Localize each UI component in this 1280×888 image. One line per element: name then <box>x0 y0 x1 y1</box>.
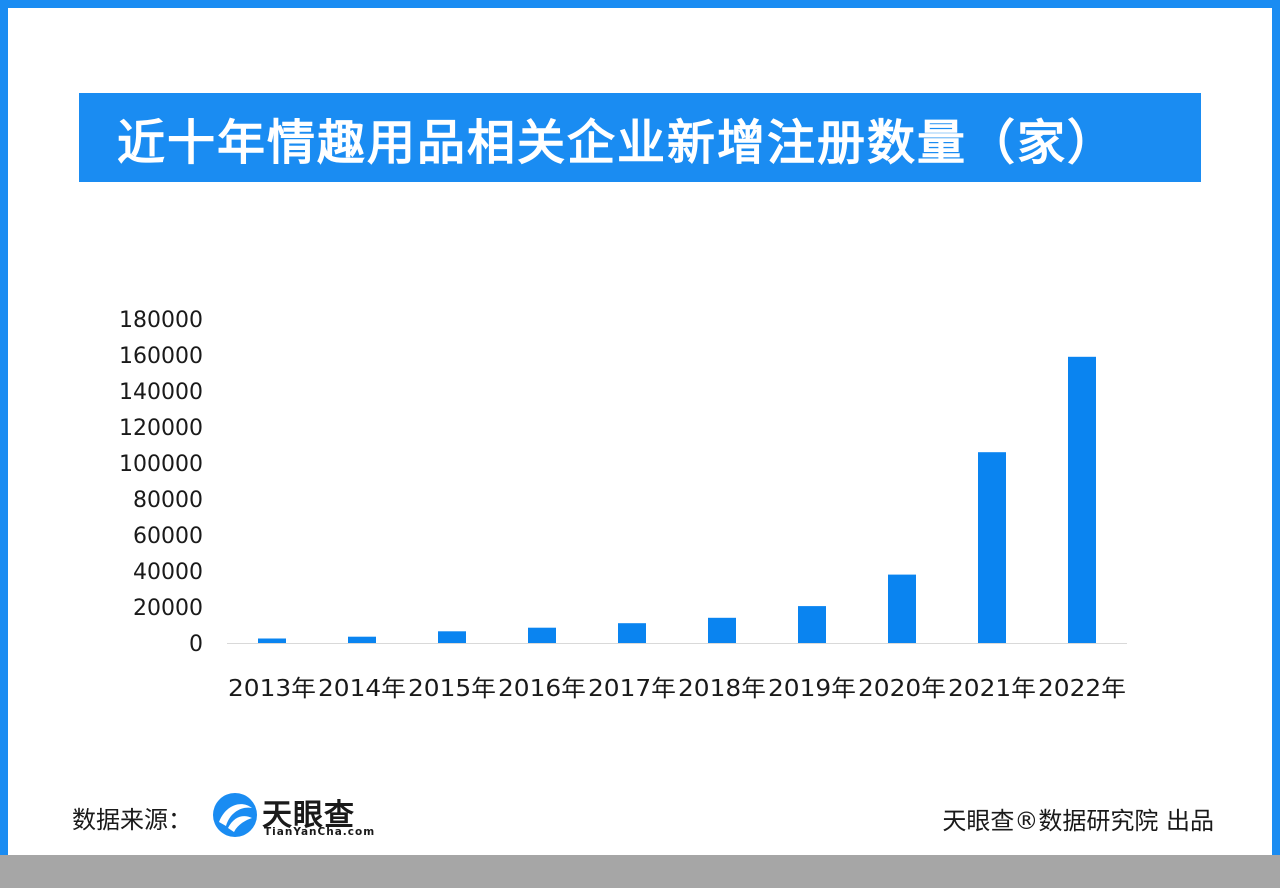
x-tick-label: 2019年 <box>768 676 856 702</box>
y-tick-label: 40000 <box>133 560 203 585</box>
logo-url: TianYanCha.com <box>264 826 376 838</box>
y-tick-label: 80000 <box>133 488 203 513</box>
y-tick-label: 160000 <box>119 344 203 369</box>
bar <box>708 617 736 643</box>
logo-name: 天眼查 <box>262 798 355 833</box>
x-tick-label: 2014年 <box>318 676 406 702</box>
y-tick-label: 60000 <box>133 524 203 549</box>
bar <box>348 636 376 643</box>
bar <box>258 638 286 643</box>
y-tick-label: 120000 <box>119 416 203 441</box>
y-tick-label: 100000 <box>119 452 203 477</box>
chart-title: 近十年情趣用品相关企业新增注册数量（家） <box>117 114 1118 171</box>
bar <box>798 606 826 643</box>
x-tick-label: 2021年 <box>948 676 1036 702</box>
credit-text: 天眼查®数据研究院 出品 <box>942 807 1214 835</box>
bar <box>888 574 916 643</box>
x-tick-label: 2018年 <box>678 676 766 702</box>
x-tick-label: 2020年 <box>858 676 946 702</box>
x-tick-label: 2017年 <box>588 676 676 702</box>
y-tick-label: 20000 <box>133 596 203 621</box>
bar <box>528 627 556 643</box>
source-label: 数据来源： <box>72 806 192 834</box>
y-tick-label: 0 <box>189 632 203 657</box>
y-tick-label: 140000 <box>119 380 203 405</box>
bar <box>618 623 646 643</box>
title-banner: 近十年情趣用品相关企业新增注册数量（家） <box>79 93 1201 182</box>
x-tick-label: 2022年 <box>1038 676 1126 702</box>
tianyancha-logo: 天眼查 TianYanCha.com <box>212 792 382 842</box>
x-tick-label: 2013年 <box>228 676 316 702</box>
bottom-bar <box>0 855 1280 888</box>
y-tick-label: 180000 <box>119 308 203 333</box>
bar <box>978 452 1006 643</box>
x-tick-label: 2016年 <box>498 676 586 702</box>
x-tick-label: 2015年 <box>408 676 496 702</box>
tianyancha-logo-icon <box>213 793 257 837</box>
bar <box>438 631 466 643</box>
bar <box>1068 356 1096 643</box>
